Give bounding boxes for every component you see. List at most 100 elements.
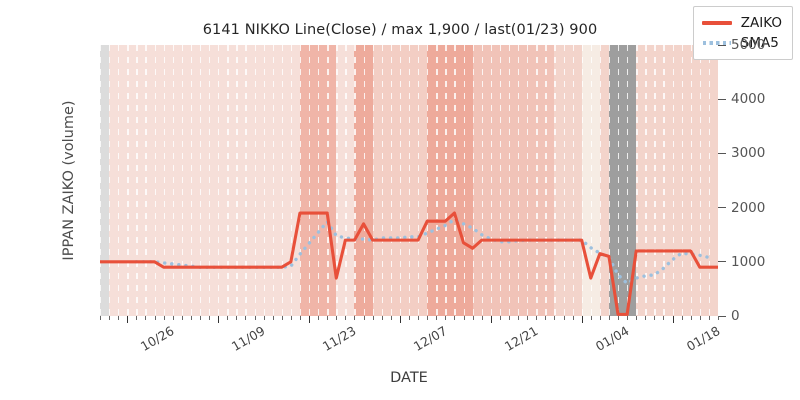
x-axis-minor-tick xyxy=(699,316,701,320)
grid-line xyxy=(181,45,184,316)
background-band xyxy=(636,45,718,316)
grid-line xyxy=(690,45,693,316)
x-axis-minor-tick xyxy=(708,316,710,320)
grid-line xyxy=(163,45,165,316)
grid-line xyxy=(554,45,556,316)
grid-line xyxy=(463,45,465,316)
grid-line xyxy=(236,45,238,316)
grid-line xyxy=(345,45,347,316)
y-axis-label: IPPAN ZAIKO (volume) xyxy=(61,100,77,261)
y-axis-tick-label: 2000 xyxy=(731,199,766,216)
grid-line xyxy=(109,45,111,316)
x-axis-minor-tick xyxy=(136,316,138,320)
x-axis-tick-label: 12/21 xyxy=(501,323,541,355)
grid-line xyxy=(136,45,138,316)
y-axis-tick: 2000 xyxy=(718,200,765,216)
background-band xyxy=(608,45,637,316)
x-axis-major-tick xyxy=(672,316,674,323)
x-axis-minor-tick xyxy=(299,316,301,320)
legend-swatch-sma5-icon xyxy=(702,36,732,50)
x-axis-minor-tick xyxy=(381,316,383,320)
x-axis-minor-tick xyxy=(663,316,665,320)
background-band xyxy=(599,45,609,316)
x-axis-major-tick xyxy=(127,316,129,323)
grid-line xyxy=(645,45,647,316)
chart-legend[interactable]: ZAIKO SMA5 xyxy=(692,6,793,60)
x-axis-minor-tick xyxy=(254,316,256,320)
x-axis-minor-tick xyxy=(209,316,211,320)
tick-dash-icon xyxy=(718,315,726,317)
grid-line xyxy=(508,45,511,316)
x-axis-minor-tick xyxy=(227,316,229,320)
x-axis-label: DATE xyxy=(390,370,428,386)
x-axis-tick-label: 11/09 xyxy=(228,323,268,355)
x-axis-minor-tick xyxy=(245,316,247,320)
grid-line xyxy=(390,45,393,316)
grid-line xyxy=(363,45,365,316)
x-axis-minor-tick xyxy=(290,316,292,320)
grid-line xyxy=(472,45,474,316)
x-axis-minor-tick xyxy=(590,316,592,320)
grid-line xyxy=(545,45,547,316)
y-axis-tick: 3000 xyxy=(718,145,765,161)
y-axis-tick: 5000 xyxy=(718,37,765,53)
x-axis-minor-tick xyxy=(499,316,501,320)
grid-line xyxy=(327,45,329,316)
background-band xyxy=(109,45,300,316)
x-axis-minor-tick xyxy=(263,316,265,320)
grid-line xyxy=(209,45,211,316)
x-axis-minor-tick xyxy=(463,316,465,320)
x-axis-minor-tick xyxy=(681,316,683,320)
grid-line xyxy=(254,45,256,316)
x-axis-minor-tick xyxy=(599,316,601,320)
legend-item-zaiko[interactable]: ZAIKO xyxy=(701,13,782,33)
grid-line xyxy=(627,45,629,316)
x-axis-minor-tick xyxy=(327,316,329,320)
grid-line xyxy=(481,45,483,316)
x-axis-minor-tick xyxy=(409,316,410,320)
tick-dash-icon xyxy=(718,44,726,46)
grid-line xyxy=(372,45,374,316)
x-axis-minor-tick xyxy=(618,316,620,320)
x-axis-minor-tick xyxy=(372,316,374,320)
legend-item-sma5[interactable]: SMA5 xyxy=(702,33,782,53)
x-axis-tick-label: 12/07 xyxy=(410,323,450,355)
x-axis-major-tick xyxy=(490,316,492,323)
x-axis-minor-tick xyxy=(545,316,547,320)
x-axis-minor-tick xyxy=(718,316,719,320)
x-axis-minor-tick xyxy=(272,316,274,320)
chart-title: 6141 NIKKO Line(Close) / max 1,900 / las… xyxy=(202,22,598,38)
x-axis-minor-tick xyxy=(518,316,520,320)
background-band xyxy=(100,45,110,316)
y-axis-tick-label: 5000 xyxy=(731,37,766,53)
background-band xyxy=(427,45,473,316)
x-axis-major-tick xyxy=(399,316,401,323)
x-axis-minor-tick xyxy=(654,316,656,320)
grid-line xyxy=(636,45,638,316)
series-layer xyxy=(100,211,718,316)
grid-line xyxy=(427,45,429,316)
x-axis-minor-tick xyxy=(118,316,120,320)
legend-label-sma5: SMA5 xyxy=(740,35,779,51)
grid-line xyxy=(309,45,311,316)
grid-line xyxy=(490,45,493,316)
legend-swatch-zaiko-icon xyxy=(701,16,732,30)
background-band xyxy=(336,45,355,316)
x-axis-minor-tick xyxy=(508,316,510,320)
plot-area xyxy=(100,45,718,316)
y-axis-tick-label: 4000 xyxy=(731,91,766,108)
x-axis-minor-tick xyxy=(363,316,365,320)
x-axis-minor-tick xyxy=(172,316,174,320)
series-line-sma5 xyxy=(134,217,711,286)
grid-line xyxy=(590,45,593,316)
x-axis-minor-tick xyxy=(145,316,147,320)
x-axis-major-tick xyxy=(309,316,311,323)
grid-line xyxy=(127,45,129,316)
x-axis-minor-tick xyxy=(109,316,111,320)
x-axis-major-tick xyxy=(218,316,220,323)
tick-dash-icon xyxy=(718,261,726,263)
grid-line xyxy=(445,45,447,316)
x-axis-minor-tick xyxy=(636,316,638,320)
grid-line xyxy=(518,45,520,316)
grid-line xyxy=(218,45,220,316)
